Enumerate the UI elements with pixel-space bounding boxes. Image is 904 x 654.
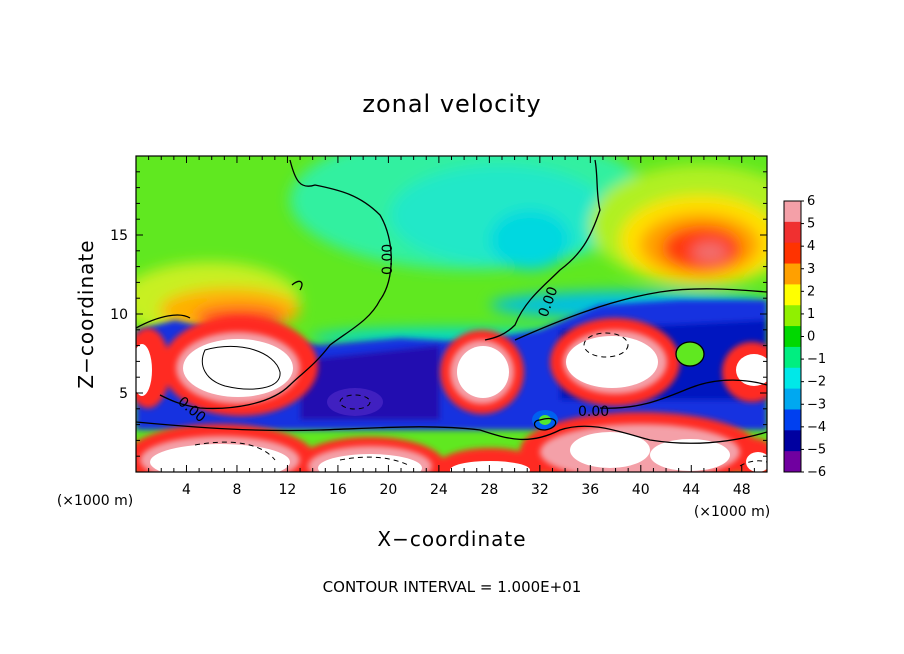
colorbar-swatch — [784, 284, 801, 306]
colorbar-swatch — [784, 367, 801, 390]
y-tick-label: 10 — [110, 307, 128, 323]
contour-interval-note: CONTOUR INTERVAL = 1.000E+01 — [323, 578, 582, 596]
x-unit-label-left: (×1000 m) — [57, 493, 133, 509]
y-tick-label: 15 — [110, 228, 128, 244]
contour-label: 0.00 — [380, 244, 396, 275]
x-tick-label: 16 — [329, 482, 347, 498]
colorbar-swatch — [784, 221, 801, 244]
field-details — [327, 342, 704, 430]
x-tick-label: 4 — [182, 482, 191, 498]
colorbar-tick-label: −6 — [807, 465, 826, 480]
colorbar-swatch — [784, 388, 801, 410]
colorbar-tick-label: 5 — [807, 217, 815, 232]
colorbar-tick-label: −2 — [807, 375, 826, 390]
warm-lobes — [136, 316, 767, 472]
colorbar-swatch — [784, 242, 801, 265]
x-tick-label: 40 — [632, 482, 650, 498]
colorbar-tick-label: 0 — [807, 330, 815, 345]
colorbar-swatch — [784, 346, 801, 369]
x-tick-label: 12 — [279, 482, 297, 498]
x-tick-label: 48 — [733, 482, 751, 498]
y-tick-label: 5 — [119, 386, 128, 402]
x-axis-ticks: 4 8 12 16 20 24 28 32 36 40 44 48 — [148, 156, 755, 498]
x-tick-label: 36 — [581, 482, 599, 498]
x-tick-label: 20 — [379, 482, 397, 498]
x-unit-label-right: (×1000 m) — [694, 504, 770, 520]
colorbar-tick-label: 2 — [807, 284, 815, 299]
colorbar-tick-label: 4 — [807, 239, 815, 254]
colorbar-swatch — [784, 326, 801, 348]
y-axis-ticks: 5 10 15 — [110, 171, 767, 457]
colorbar-labels: 6 5 4 3 2 1 0 −1 −2 −3 −4 −5 −6 — [801, 194, 826, 480]
x-tick-label: 8 — [232, 482, 241, 498]
x-axis-label: X−coordinate — [377, 527, 526, 551]
y-axis-label: Z−coordinate — [74, 239, 98, 388]
colorbar-tick-label: −3 — [807, 397, 826, 412]
colorbar-tick-label: −1 — [807, 352, 826, 367]
colorbar-swatch — [784, 409, 801, 431]
colorbar-swatch — [784, 201, 801, 223]
colorbar-swatch — [784, 263, 801, 285]
positive-contours — [201, 346, 281, 390]
colorbar — [783, 200, 802, 473]
colorbar-swatch — [784, 451, 801, 473]
colorbar-tick-label: 6 — [807, 194, 815, 209]
colorbar-tick-label: −4 — [807, 420, 826, 435]
negative-contours — [194, 332, 767, 467]
plot-area: 0.00 0.00 0.00 0.00 — [136, 156, 767, 472]
x-tick-label: 24 — [430, 482, 448, 498]
colorbar-tick-label: 3 — [807, 262, 815, 277]
x-tick-label: 32 — [531, 482, 549, 498]
contour-label: 0.00 — [578, 404, 609, 420]
colorbar-tick-label: 1 — [807, 307, 815, 322]
colorbar-swatch — [784, 430, 801, 452]
colorbar-swatch — [784, 305, 801, 327]
chart-title: zonal velocity — [362, 90, 541, 118]
zero-contours — [136, 159, 767, 444]
x-tick-label: 28 — [480, 482, 498, 498]
x-tick-label: 44 — [682, 482, 700, 498]
colorbar-tick-label: −5 — [807, 442, 826, 457]
